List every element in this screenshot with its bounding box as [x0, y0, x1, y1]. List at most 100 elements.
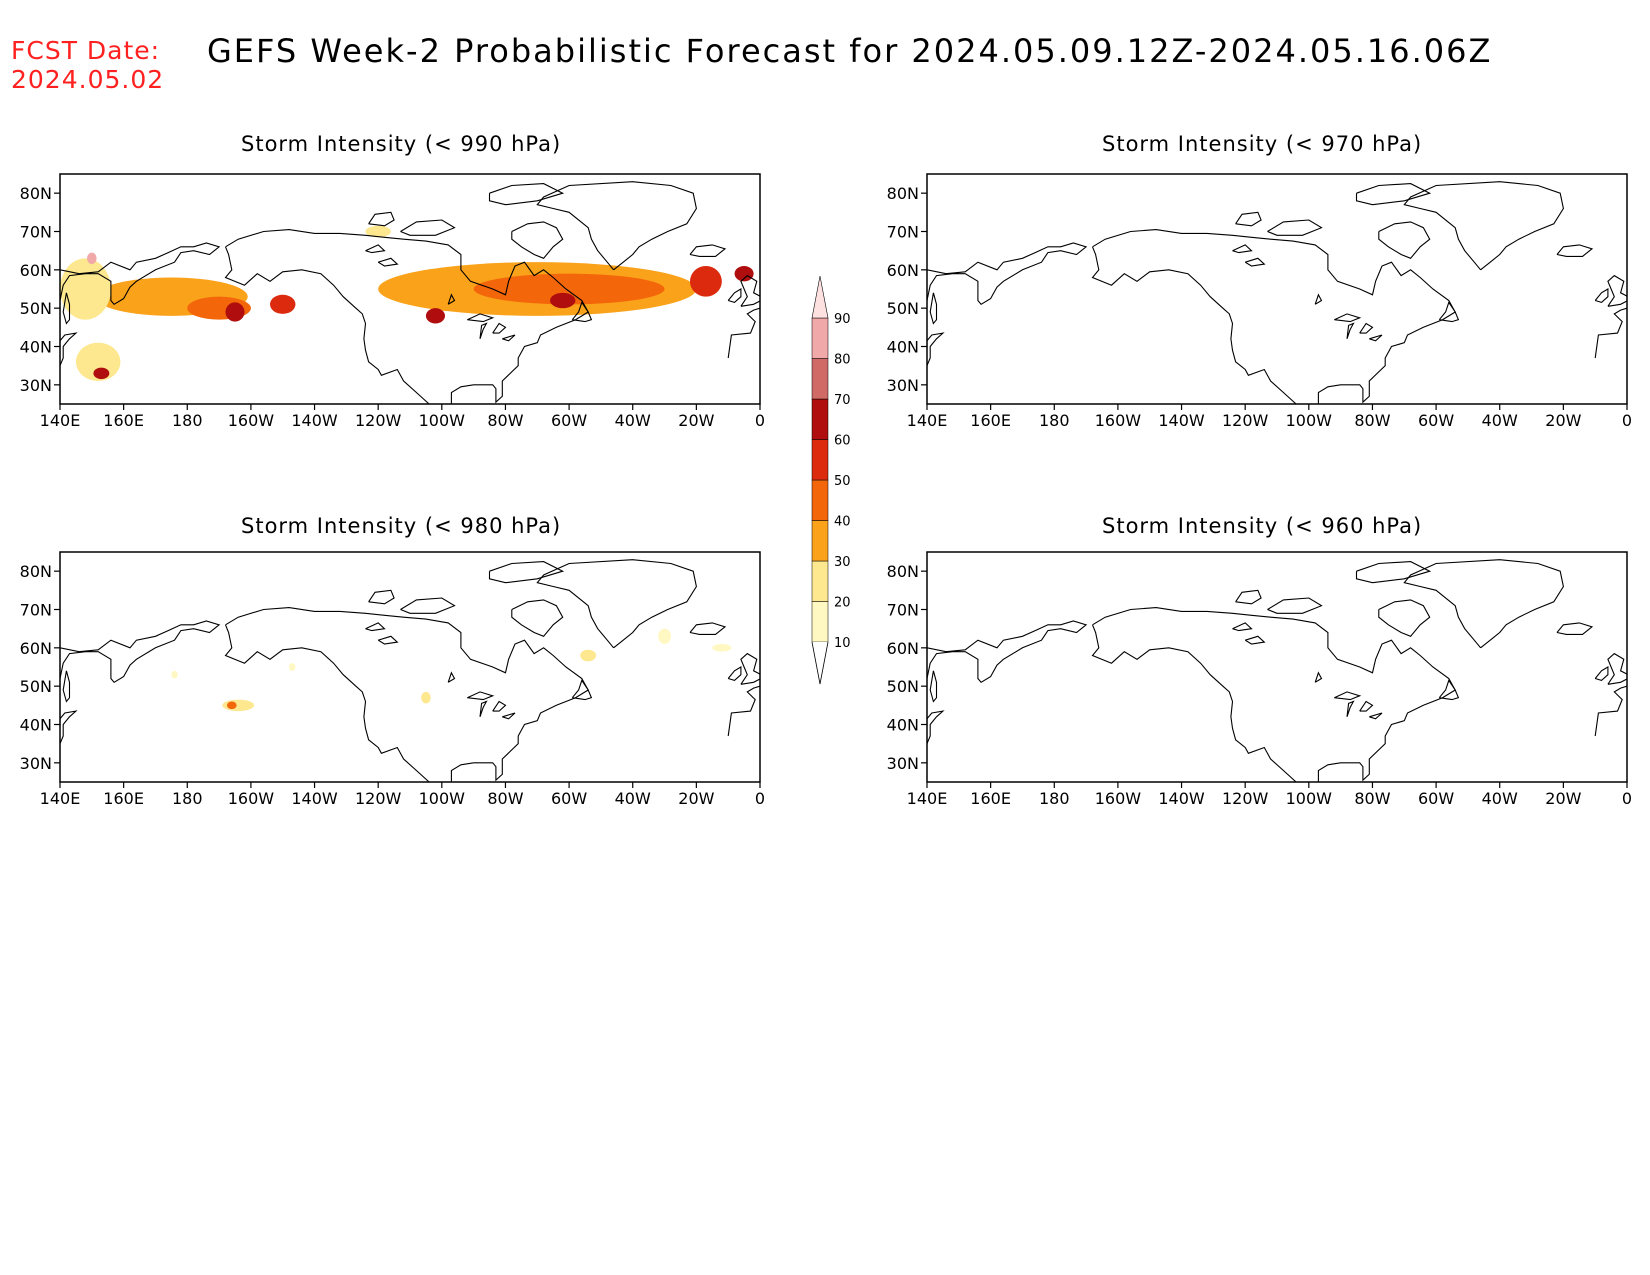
coastline	[479, 322, 488, 339]
coastline	[365, 244, 386, 254]
lon-tick-label: 160W	[228, 411, 275, 430]
colorbar-top-cap	[811, 275, 829, 319]
coastline	[502, 334, 516, 342]
coastline	[1235, 589, 1262, 605]
colorbar-label: 60	[834, 434, 851, 449]
probability-area	[270, 294, 296, 314]
lat-tick-label: 40N	[887, 716, 919, 735]
map-panel-p990: 140E 160E 180 160W 140W 120W 100W 80W 60W 40W 20W 0…	[20, 173, 765, 430]
probability-area	[171, 670, 178, 679]
lon-tick-label: 180	[172, 789, 203, 808]
coastline	[927, 620, 1088, 684]
coastline	[1556, 244, 1594, 257]
lat-tick-label: 50N	[887, 677, 919, 696]
coastline	[1232, 622, 1253, 632]
lon-tick-label: 140W	[1158, 411, 1205, 430]
coastline	[224, 229, 589, 404]
lat-tick-label: 50N	[20, 299, 52, 318]
lon-tick-label: 100W	[419, 411, 466, 430]
probability-area	[712, 644, 732, 652]
coastline	[727, 685, 760, 737]
lat-tick-label: 70N	[20, 601, 52, 620]
lat-tick-label: 60N	[20, 261, 52, 280]
coastline	[536, 559, 697, 649]
coastline	[467, 313, 495, 323]
lat-tick-label: 70N	[20, 223, 52, 242]
lat-tick-label: 30N	[20, 376, 52, 395]
lon-tick-label: 20W	[1545, 411, 1581, 430]
coastline	[467, 691, 495, 701]
probability-area	[580, 649, 597, 662]
coastline	[1091, 229, 1456, 404]
probability-area	[227, 701, 237, 710]
coastline	[1314, 671, 1323, 683]
colorbar-label: 40	[834, 515, 851, 530]
lon-tick-label: 180	[1039, 789, 1070, 808]
coastline	[927, 242, 1088, 306]
lon-tick-label: 180	[1039, 411, 1070, 430]
colorbar-label: 70	[834, 393, 851, 408]
coastline	[1378, 221, 1431, 259]
lon-tick-label: 80W	[487, 789, 523, 808]
coastline	[62, 670, 71, 703]
lat-tick-label: 30N	[887, 376, 919, 395]
lon-tick-label: 80W	[1354, 789, 1390, 808]
colorbar-box	[811, 358, 829, 400]
colorbar-box	[811, 439, 829, 481]
coastline	[1346, 700, 1355, 717]
lon-tick-label: 100W	[1286, 789, 1333, 808]
colorbar-box	[811, 520, 829, 562]
probability-area	[87, 252, 97, 265]
colorbar-label: 90	[834, 312, 851, 327]
coastline	[60, 620, 221, 684]
coastline	[447, 671, 456, 683]
colorbar-box	[811, 479, 829, 521]
coastline	[492, 700, 507, 712]
lat-tick-label: 30N	[887, 754, 919, 773]
lon-tick-label: 40W	[615, 789, 651, 808]
lon-tick-label: 80W	[1354, 411, 1390, 430]
coastline	[689, 622, 727, 635]
coastline	[1594, 288, 1609, 304]
coastline	[1403, 181, 1564, 271]
coastline	[60, 332, 78, 367]
lon-tick-label: 0	[755, 789, 765, 808]
forecast-date-label: FCST Date:	[11, 36, 161, 65]
probability-area	[734, 266, 754, 282]
lon-tick-label: 140E	[907, 411, 948, 430]
lon-tick-label: 180	[172, 411, 203, 430]
coastline	[1314, 293, 1323, 305]
coastline	[1267, 597, 1323, 614]
lat-tick-label: 70N	[887, 223, 919, 242]
coastline	[571, 301, 593, 323]
coastline	[1369, 334, 1383, 342]
lon-tick-label: 60W	[1418, 411, 1454, 430]
panel-title-980: Storm Intensity (< 980 hPa)	[241, 514, 562, 538]
coastline	[1091, 607, 1456, 782]
lat-tick-label: 60N	[20, 639, 52, 658]
lon-tick-label: 20W	[678, 411, 714, 430]
coastline	[1359, 322, 1374, 334]
lon-tick-label: 120W	[355, 789, 402, 808]
colorbar-box	[811, 560, 829, 602]
lat-tick-label: 80N	[20, 184, 52, 203]
map-frame	[59, 551, 761, 783]
lon-tick-label: 140W	[291, 789, 338, 808]
coastline	[1359, 700, 1374, 712]
coastline	[511, 599, 564, 637]
coastline	[1355, 561, 1432, 584]
lat-tick-label: 30N	[20, 754, 52, 773]
probability-area	[425, 308, 446, 324]
colorbar-box	[811, 317, 829, 359]
coastline	[1334, 313, 1362, 323]
map-panel-p980: 140E 160E 180 160W 140W 120W 100W 80W 60W 40W 20W 0…	[20, 551, 765, 808]
coastline	[60, 242, 221, 306]
probability-area	[75, 342, 121, 382]
probability-area	[421, 691, 431, 704]
lon-tick-label: 140W	[1158, 789, 1205, 808]
coastline	[1267, 219, 1323, 236]
lon-tick-label: 140E	[40, 789, 81, 808]
lon-tick-label: 100W	[419, 789, 466, 808]
probability-area	[658, 628, 671, 644]
